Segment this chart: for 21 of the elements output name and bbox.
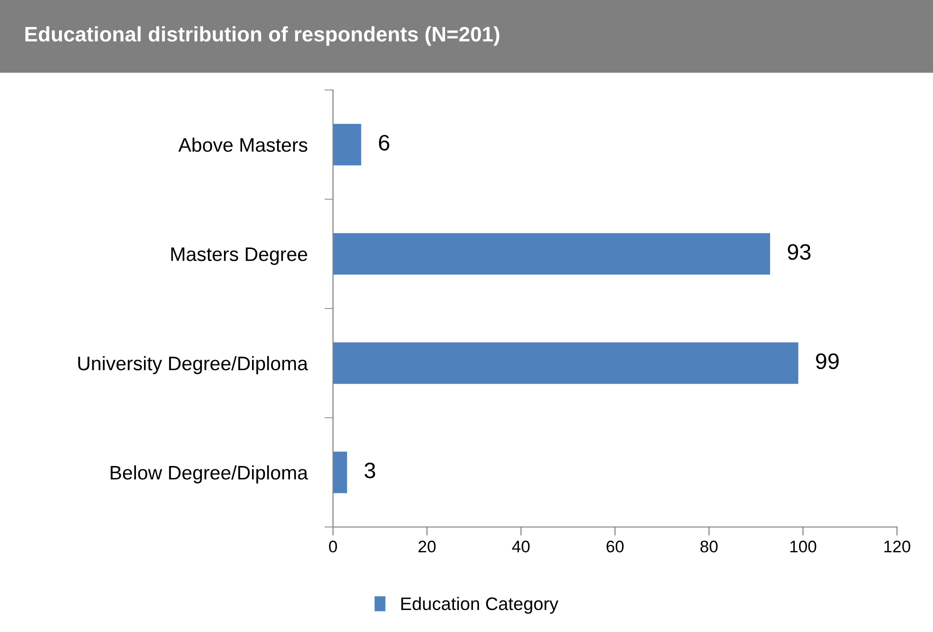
x-tick-label: 80 — [700, 540, 718, 552]
legend-label: Education Category — [401, 596, 558, 614]
chart-title: Educational distribution of respondents (N=201) — [25, 26, 500, 46]
y-tick-label: Above Masters — [178, 138, 308, 152]
bar — [333, 233, 770, 275]
bar — [333, 124, 362, 166]
x-tick-label: 0 — [329, 540, 337, 552]
y-tick-label: Masters Degree — [171, 248, 308, 265]
y-tick-label: Below Degree/Diploma — [110, 465, 308, 484]
data-label: 93 — [788, 244, 811, 260]
x-tick-label: 40 — [512, 540, 530, 552]
x-tick-label: 20 — [418, 540, 436, 552]
data-label: 3 — [364, 462, 376, 478]
x-tick-label: 60 — [606, 540, 624, 552]
bar — [333, 342, 798, 384]
x-tick-label: 100 — [790, 540, 816, 552]
data-label: 99 — [816, 353, 839, 370]
data-label: 6 — [378, 134, 390, 151]
bar — [333, 452, 348, 494]
x-tick-label: 120 — [884, 540, 910, 552]
y-tick-label: University Degree/Diploma — [78, 356, 308, 374]
